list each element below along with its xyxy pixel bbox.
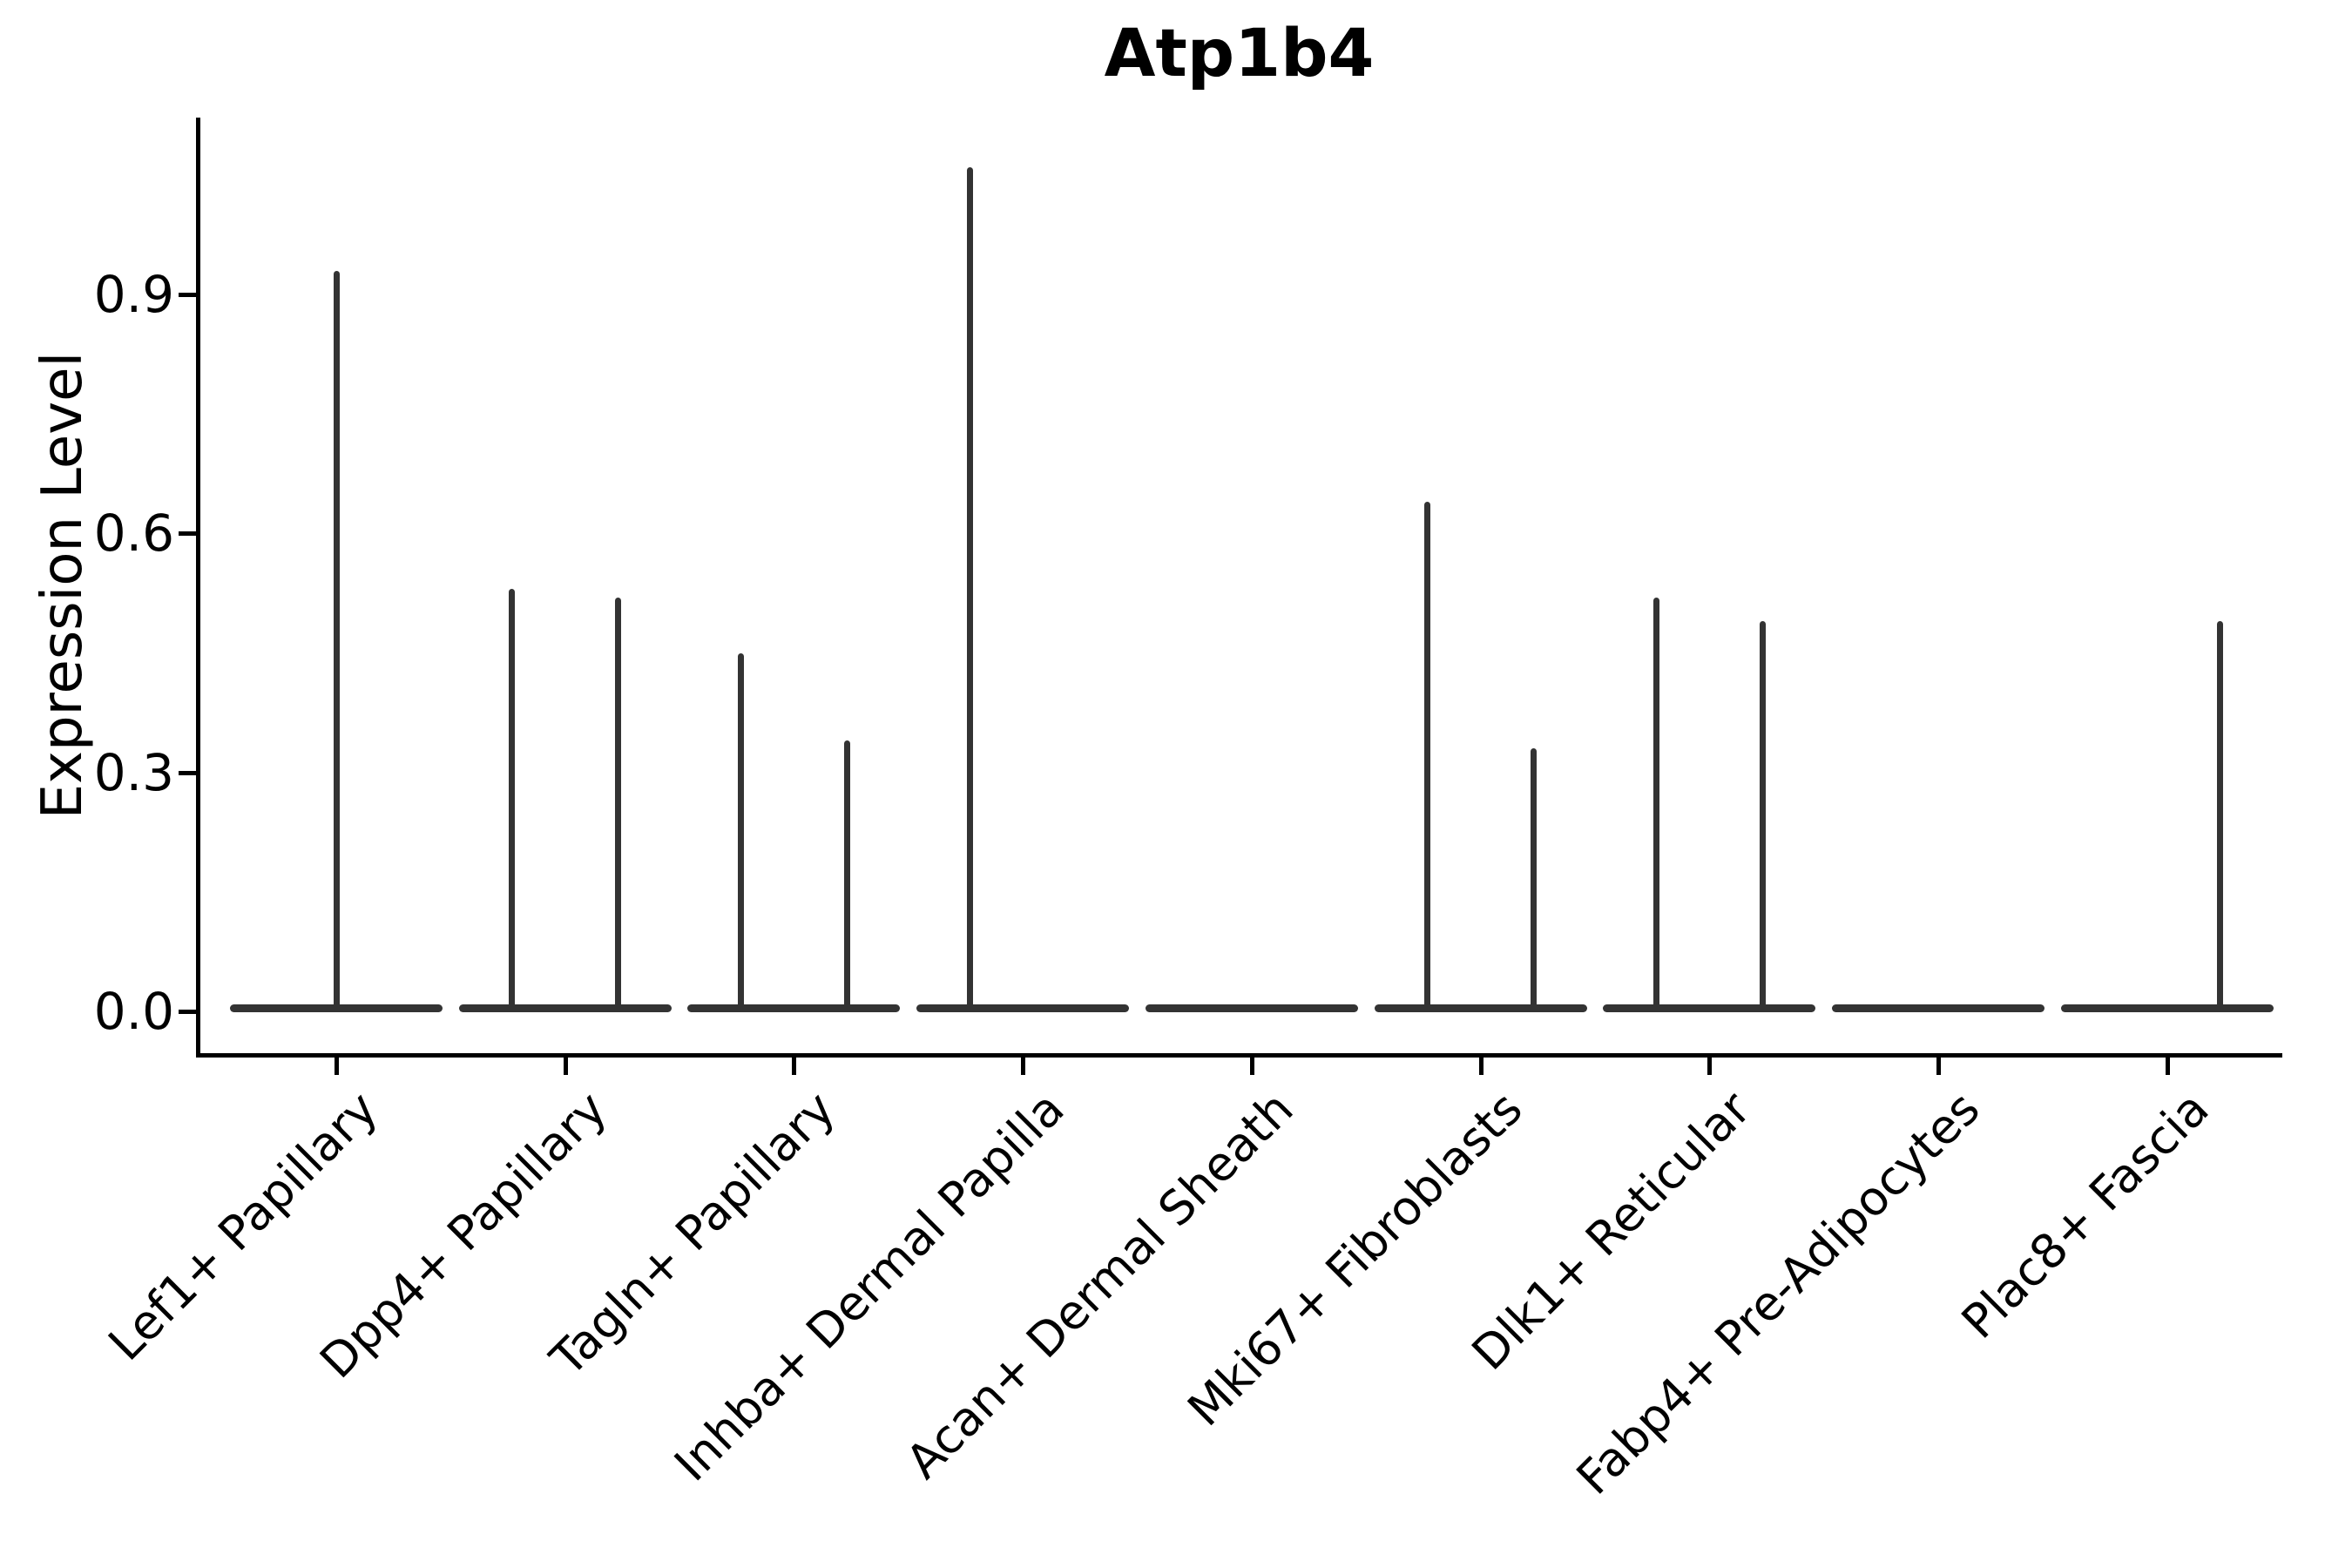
violin-spike	[509, 589, 516, 1011]
violin-spike	[333, 270, 340, 1011]
y-tick	[179, 531, 196, 537]
violin-baseline	[458, 1004, 672, 1012]
violin-baseline	[1145, 1004, 1358, 1012]
violin-spike	[615, 597, 622, 1011]
x-tick	[1707, 1058, 1713, 1075]
x-tick	[563, 1058, 568, 1075]
y-tick	[179, 1010, 196, 1014]
violin-baseline	[687, 1004, 901, 1012]
x-tick	[1249, 1058, 1254, 1075]
violin-spike	[2217, 620, 2224, 1011]
violin-baseline	[916, 1004, 1130, 1012]
y-tick	[179, 293, 196, 298]
violin-spike	[843, 740, 850, 1011]
y-tick-label: 0.6	[93, 504, 174, 564]
violin-spike	[737, 652, 744, 1011]
violin-baseline	[1603, 1004, 1816, 1012]
y-tick-label: 0.0	[93, 982, 174, 1041]
violin-baseline	[2060, 1004, 2274, 1012]
violin-spike	[1652, 597, 1659, 1011]
y-axis-line	[196, 118, 200, 1058]
chart-title: Atp1b4	[1104, 14, 1375, 91]
violin-spike	[966, 166, 973, 1011]
x-axis-line	[196, 1053, 2282, 1058]
y-tick-label: 0.3	[93, 742, 174, 802]
violin-spike	[1424, 501, 1430, 1011]
x-tick	[335, 1058, 339, 1075]
y-tick	[179, 770, 196, 775]
violin-baseline	[1831, 1004, 2044, 1012]
y-tick-label: 0.9	[93, 265, 174, 325]
x-tick	[1021, 1058, 1026, 1075]
x-tick	[2165, 1058, 2170, 1075]
x-tick	[1936, 1058, 1941, 1075]
x-tick	[792, 1058, 797, 1075]
violin-baseline	[1374, 1004, 1587, 1012]
x-tick	[1478, 1058, 1484, 1075]
violin-spike	[1531, 748, 1537, 1011]
violin-spike	[1759, 620, 1766, 1011]
